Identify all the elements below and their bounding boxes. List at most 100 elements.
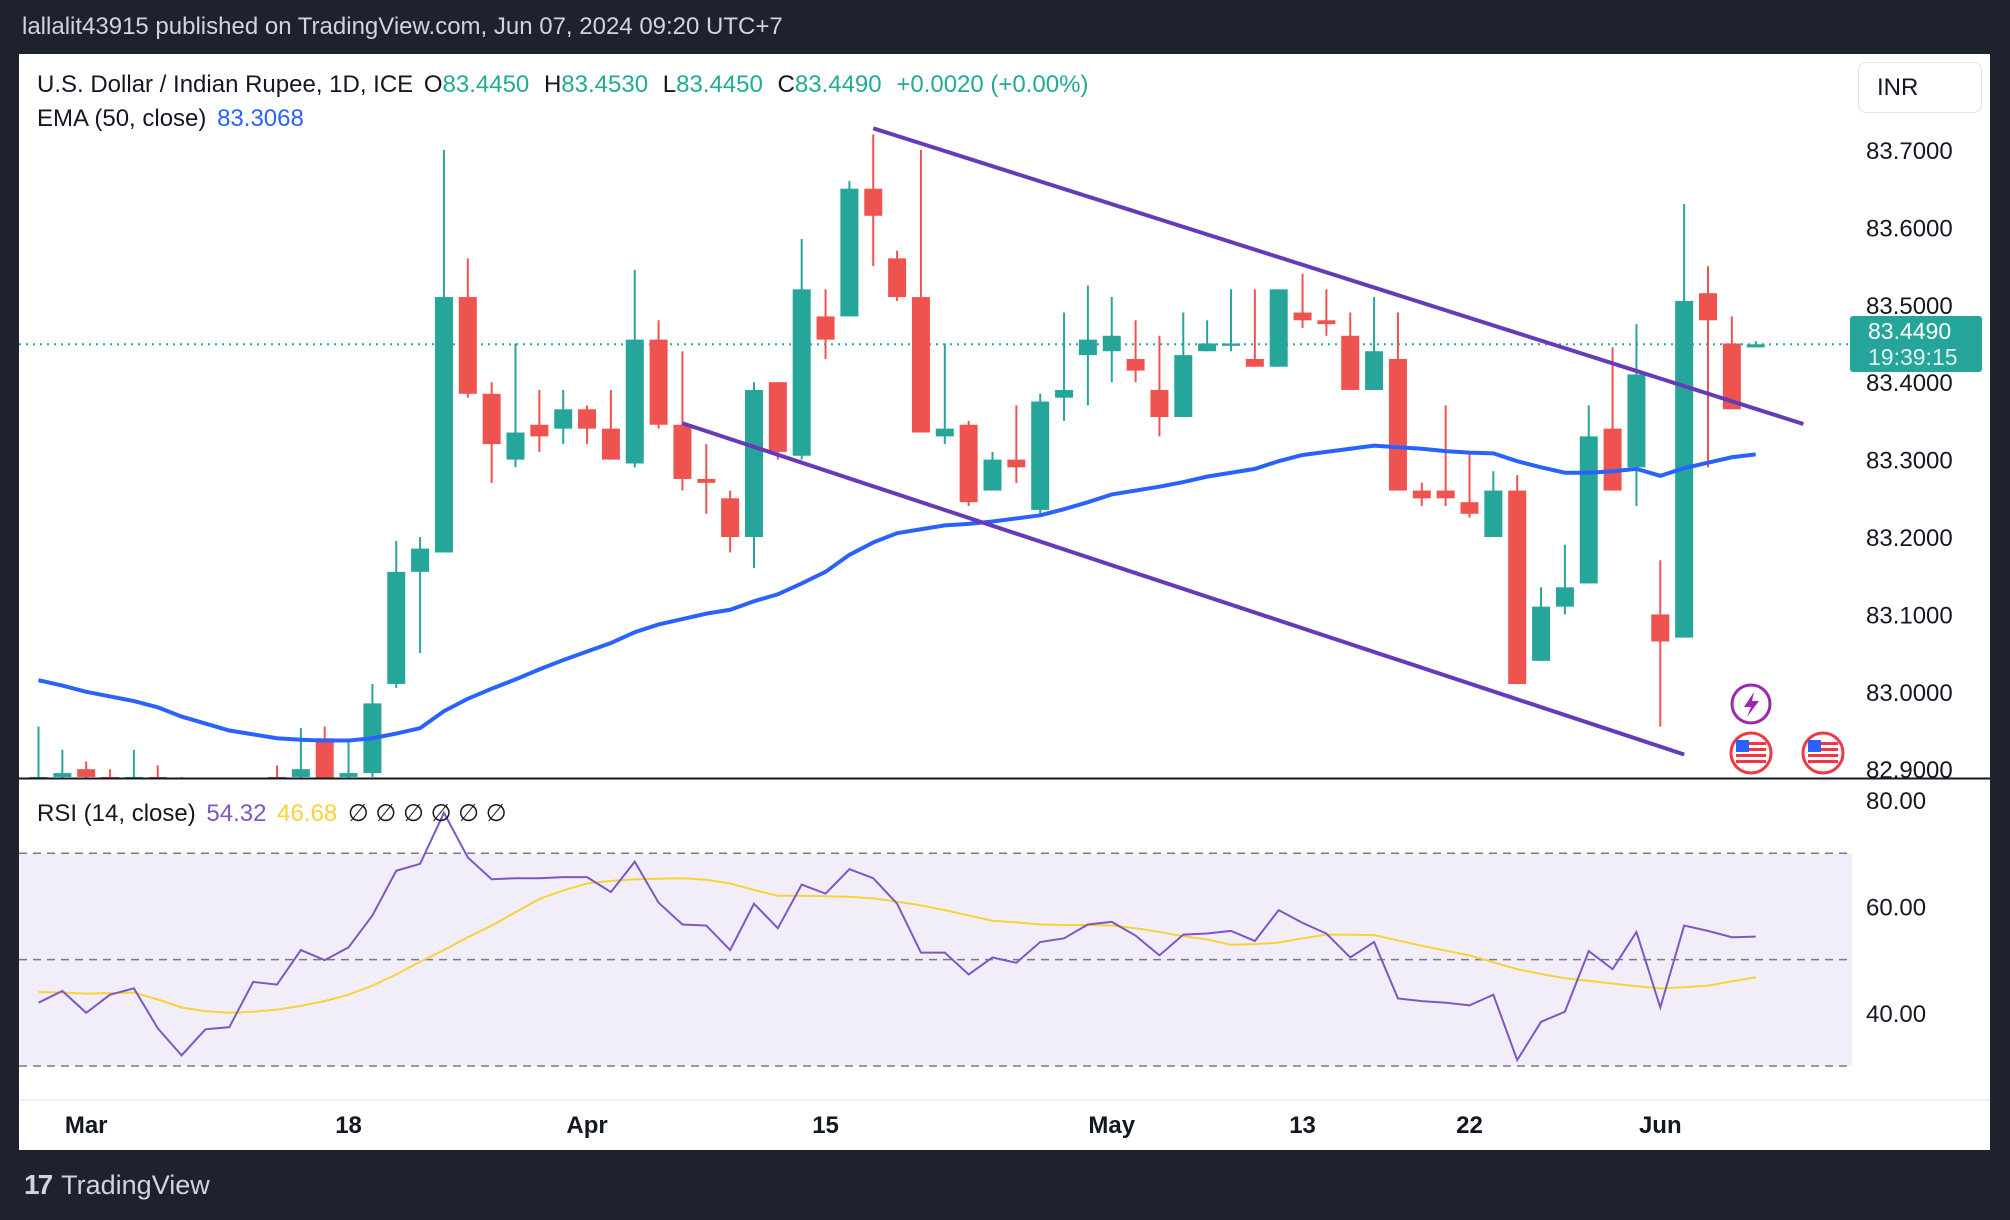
candle-body <box>530 424 549 437</box>
candle-body <box>1508 490 1527 685</box>
price-tick: 83.5000 <box>1866 293 1953 320</box>
candle-body <box>244 785 262 793</box>
price-tick: 83.6000 <box>1866 215 1953 242</box>
time-label: 15 <box>812 1112 839 1139</box>
candle-body <box>1150 389 1169 418</box>
rsi-tick: 40.00 <box>1866 1001 1926 1028</box>
candle <box>1078 285 1097 406</box>
price-pane <box>19 126 1852 800</box>
candle <box>1651 560 1670 727</box>
rsi-ma-value: 46.68 <box>277 800 338 827</box>
candle <box>1555 544 1574 615</box>
candle-body <box>1365 351 1384 390</box>
ema-line <box>38 443 1756 743</box>
candle <box>649 320 668 429</box>
ema-legend: EMA (50, close) 83.3068 <box>37 105 308 133</box>
candle <box>935 343 954 445</box>
candle-body <box>53 773 72 777</box>
candle <box>506 343 525 468</box>
candle <box>180 776 183 778</box>
footer-brand: TradingView <box>61 1169 210 1200</box>
candle-body <box>554 409 573 429</box>
bar-countdown: 19:39:15 <box>1868 344 1958 370</box>
candle-body <box>339 773 358 777</box>
candle <box>530 389 549 452</box>
candle-body <box>888 258 907 298</box>
candle-body <box>1579 436 1598 584</box>
symbol-title[interactable]: U.S. Dollar / Indian Rupee, 1D, ICE <box>37 71 414 98</box>
candle-body <box>1603 428 1622 491</box>
candle <box>363 684 382 777</box>
candle-body <box>1412 490 1431 499</box>
candle-body <box>673 424 692 479</box>
rsi-legend: RSI (14, close) 54.32 46.68 ∅ ∅ ∅ ∅ ∅ ∅ <box>37 799 511 828</box>
ema-label[interactable]: EMA (50, close) <box>37 105 207 132</box>
flag-stripe <box>1808 748 1838 751</box>
candle <box>1675 204 1694 638</box>
flag-stripe <box>1736 760 1766 763</box>
candle <box>1198 320 1217 352</box>
candle-body <box>745 389 763 537</box>
chart-panel[interactable]: 83.7000 83.6000 83.5000 83.4000 83.3000 83.20… <box>19 54 1990 1150</box>
candle <box>1031 393 1050 514</box>
candle-body <box>1055 389 1074 398</box>
candle-body <box>1245 358 1264 367</box>
published-header: lallalit43915 published on TradingView.c… <box>22 13 783 40</box>
high-value: 83.4530 <box>561 71 649 98</box>
last-price-label: 83.4490 19:39:15 <box>1850 316 1982 372</box>
flag-stripe <box>1736 742 1766 745</box>
candle <box>1365 297 1384 390</box>
close-value: 83.4490 <box>794 71 882 98</box>
candle-body <box>983 459 1002 491</box>
lightning-bolt <box>1744 692 1759 717</box>
candle <box>721 490 740 553</box>
candle-body <box>77 769 96 777</box>
us-flag-event-icon <box>1729 731 1773 775</box>
candle <box>1126 320 1145 383</box>
candle-body <box>1388 358 1407 491</box>
candle-body <box>1317 320 1336 325</box>
change-value: +0.0020 (+0.00%) <box>896 71 1089 98</box>
rsi-na-values: ∅ ∅ ∅ ∅ ∅ ∅ <box>347 800 507 827</box>
chart-canvas[interactable]: 83.7000 83.6000 83.5000 83.4000 83.3000 83.20… <box>19 54 1990 1150</box>
candle <box>1007 405 1026 483</box>
candle-body <box>578 409 597 429</box>
currency-button[interactable]: INR <box>1858 62 1982 113</box>
candle <box>1150 335 1169 437</box>
candle-body <box>482 393 501 445</box>
candle-body <box>792 289 811 456</box>
lightning-event-icon <box>1730 683 1772 725</box>
candle-body <box>1746 344 1765 348</box>
candle-body <box>1651 614 1670 642</box>
trendline <box>681 421 1685 757</box>
candle-body <box>315 738 334 778</box>
rsi-label[interactable]: RSI (14, close) <box>37 800 196 827</box>
candle-body <box>29 776 48 778</box>
flag-canton <box>1736 740 1749 752</box>
low-value: 83.4450 <box>676 71 763 98</box>
candle-body <box>1078 339 1097 356</box>
candle <box>1293 273 1312 329</box>
candle <box>434 150 453 553</box>
time-label: 22 <box>1456 1112 1483 1139</box>
flag-stripe <box>1808 754 1838 757</box>
candle <box>911 150 930 433</box>
candle <box>124 749 143 778</box>
candle-body <box>935 428 954 437</box>
symbol-legend: U.S. Dollar / Indian Rupee, 1D, ICE O83.… <box>37 71 1089 98</box>
candle-body <box>1269 289 1288 367</box>
candle <box>1460 451 1479 518</box>
price-tick: 82.9000 <box>1866 757 1953 784</box>
candle <box>1102 297 1121 383</box>
candle <box>1222 289 1240 352</box>
candle-body <box>1555 587 1574 607</box>
candle <box>554 389 573 445</box>
candle <box>244 781 262 800</box>
candle <box>411 537 430 654</box>
time-label: Mar <box>65 1112 108 1139</box>
time-label: 18 <box>335 1112 362 1139</box>
candle-body <box>1341 335 1360 390</box>
candle-body <box>148 776 167 778</box>
candle <box>53 749 72 778</box>
events <box>1729 683 1845 775</box>
